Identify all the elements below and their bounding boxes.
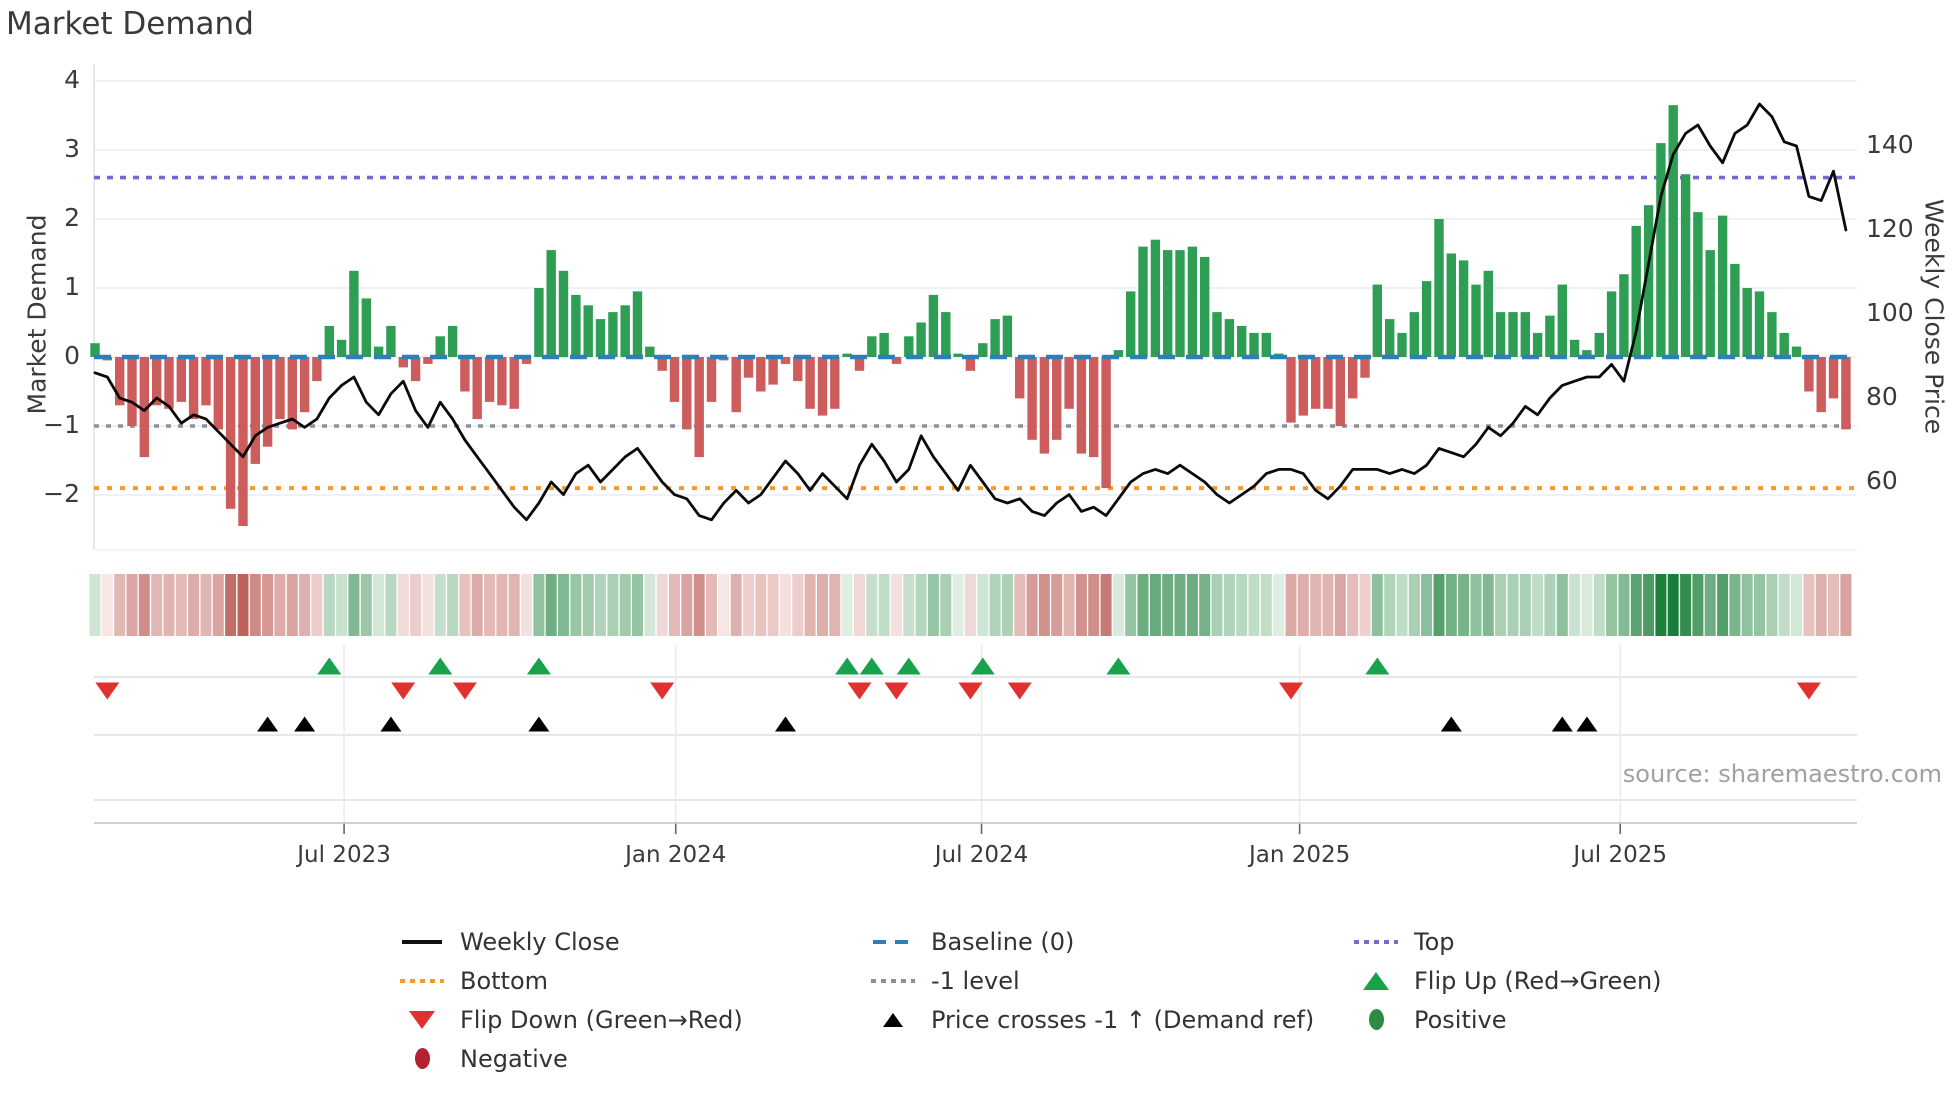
right-axis-tick: 60 xyxy=(1866,466,1898,495)
flip-up-triangle-icon xyxy=(1350,971,1402,990)
right-axis-tick: 80 xyxy=(1866,382,1898,411)
left-axis-label: Market Demand xyxy=(22,214,52,415)
x-axis-tick: Jul 2024 xyxy=(934,842,1029,868)
right-axis-tick: 100 xyxy=(1866,298,1914,327)
legend-item-top: Top xyxy=(1350,922,1662,961)
legend-label: Top xyxy=(1414,927,1455,956)
legend-column-3: Top Flip Up (Red→Green) Positive xyxy=(1350,922,1662,1039)
price-cross-triangle-icon xyxy=(867,1012,919,1027)
legend-column-1: Weekly Close Bottom Flip Down (Green→Red… xyxy=(396,922,743,1078)
x-axis-tick: Jan 2025 xyxy=(1248,842,1351,868)
legend-item-baseline: Baseline (0) xyxy=(867,922,1314,961)
legend-label: Weekly Close xyxy=(460,927,620,956)
left-axis-tick: −1 xyxy=(43,410,80,439)
legend-label: Positive xyxy=(1414,1005,1507,1034)
legend-item-minus1-level: -1 level xyxy=(867,961,1314,1000)
left-axis-tick: 2 xyxy=(64,203,80,232)
flip-down-triangle-icon xyxy=(396,1010,448,1029)
baseline-dashed-line-icon xyxy=(867,939,919,944)
legend-label: Bottom xyxy=(460,966,549,995)
right-axis-tick: 120 xyxy=(1866,214,1914,243)
left-axis-tick: 0 xyxy=(64,341,80,370)
legend-label: -1 level xyxy=(931,966,1020,995)
minus1-dotted-line-icon xyxy=(867,978,919,983)
right-axis-label: Weekly Close Price xyxy=(1919,198,1949,435)
legend-item-price-crosses: Price crosses -1 ↑ (Demand ref) xyxy=(867,1000,1314,1039)
page-title: Market Demand xyxy=(6,6,254,42)
bottom-dotted-line-icon xyxy=(396,978,448,983)
legend-label: Baseline (0) xyxy=(931,927,1075,956)
x-axis-tick: Jan 2024 xyxy=(625,842,727,868)
source-credit: source: sharemaestro.com xyxy=(1622,760,1942,788)
legend-item-positive: Positive xyxy=(1350,1000,1662,1039)
right-axis-tick: 140 xyxy=(1866,130,1914,159)
legend-item-flip-up: Flip Up (Red→Green) xyxy=(1350,961,1662,1000)
legend-label: Negative xyxy=(460,1044,568,1073)
legend-label: Flip Down (Green→Red) xyxy=(460,1005,743,1034)
left-axis-tick: 1 xyxy=(64,272,80,301)
positive-circle-icon xyxy=(1350,1009,1402,1030)
legend-label: Price crosses -1 ↑ (Demand ref) xyxy=(931,1005,1315,1034)
legend-item-bottom: Bottom xyxy=(396,961,743,1000)
legend-label: Flip Up (Red→Green) xyxy=(1414,966,1662,995)
legend-item-flip-down: Flip Down (Green→Red) xyxy=(396,1000,743,1039)
left-axis-tick: 4 xyxy=(64,65,80,94)
legend-item-negative: Negative xyxy=(396,1039,743,1078)
legend-column-2: Baseline (0) -1 level Price crosses -1 ↑… xyxy=(867,922,1314,1039)
left-axis-tick: −2 xyxy=(43,479,80,508)
left-axis-tick: 3 xyxy=(64,134,80,163)
x-axis-tick: Jul 2025 xyxy=(1573,842,1668,868)
top-dotted-line-icon xyxy=(1350,939,1402,944)
weekly-close-line-icon xyxy=(396,939,448,944)
x-axis-tick: Jul 2023 xyxy=(297,842,391,868)
chart-legend: Weekly Close Bottom Flip Down (Green→Red… xyxy=(0,922,1960,1092)
legend-item-weekly-close: Weekly Close xyxy=(396,922,743,961)
negative-circle-icon xyxy=(396,1048,448,1069)
